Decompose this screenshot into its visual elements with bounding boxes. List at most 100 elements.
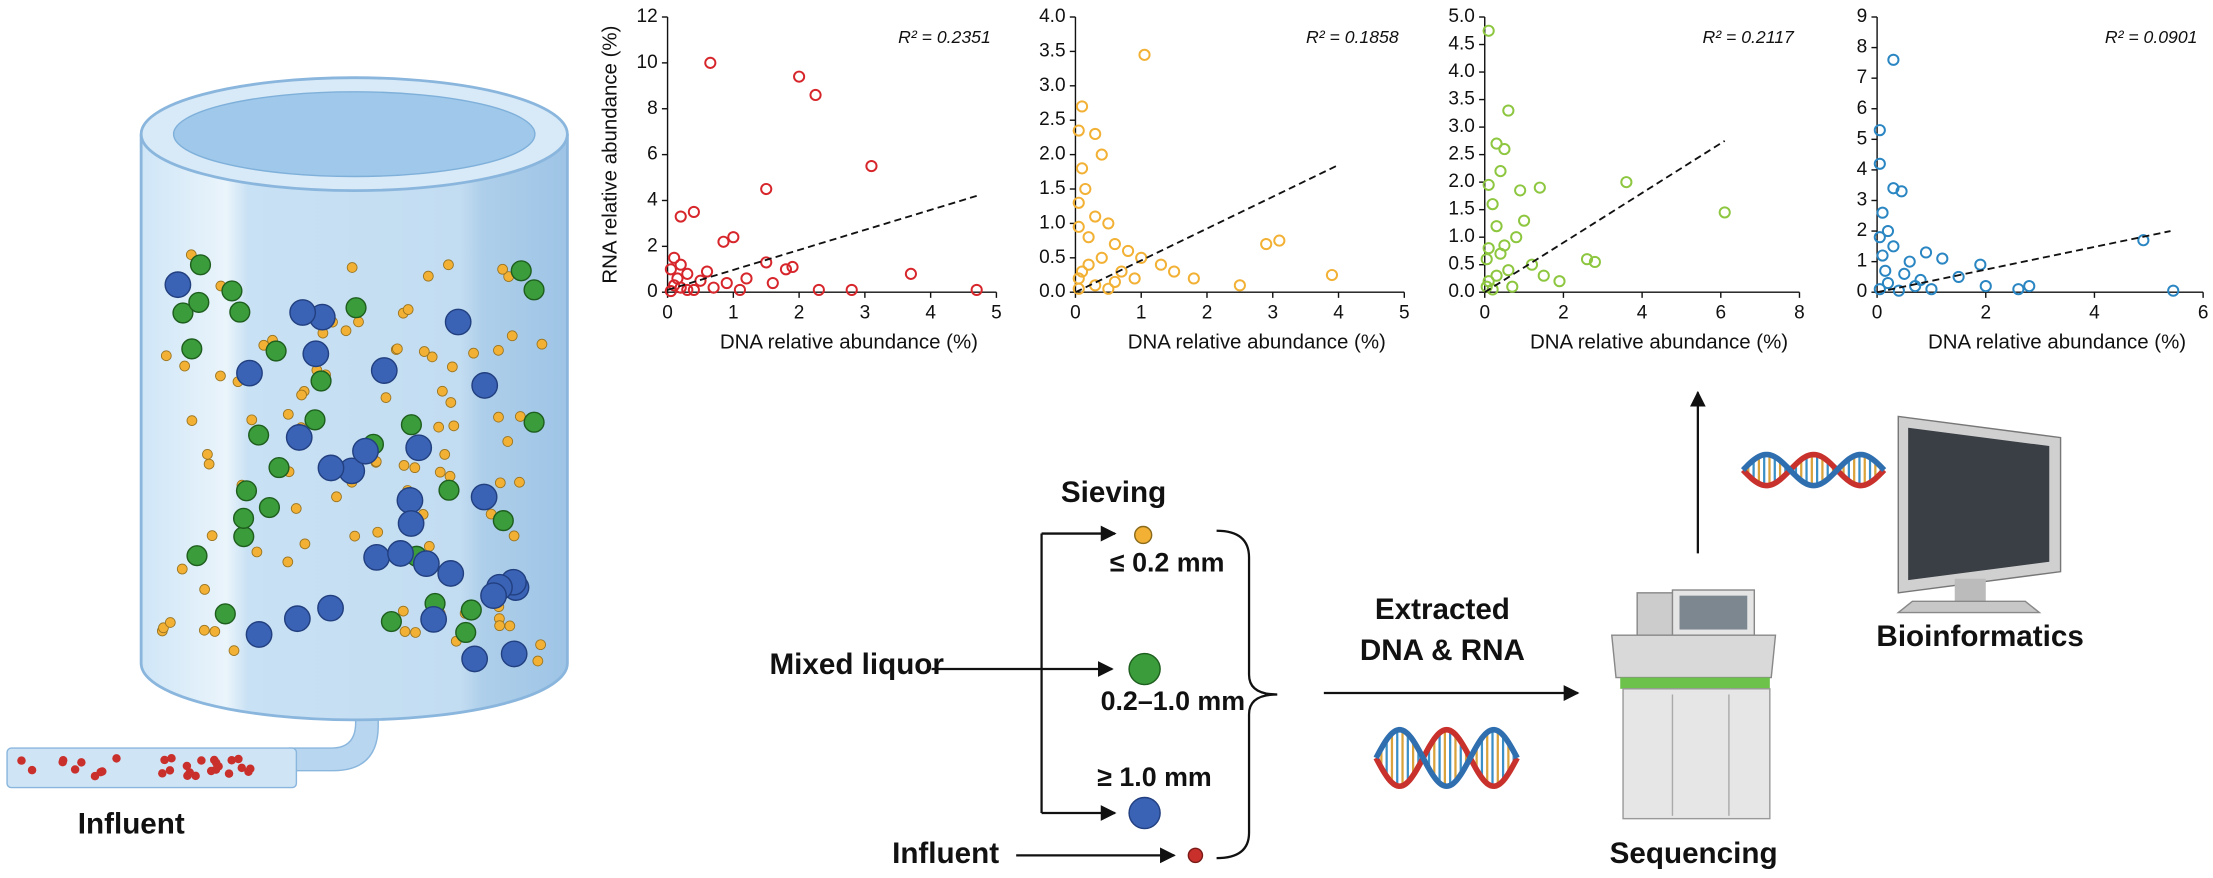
particle bbox=[197, 756, 206, 765]
data-point bbox=[1873, 124, 1886, 137]
particle bbox=[426, 351, 438, 363]
particle bbox=[493, 344, 504, 356]
particle bbox=[402, 304, 414, 315]
particles bbox=[156, 249, 548, 673]
data-point bbox=[1187, 272, 1200, 285]
data-point bbox=[1102, 217, 1115, 230]
data-point bbox=[786, 260, 799, 274]
data-point bbox=[1082, 258, 1095, 271]
particle bbox=[420, 605, 448, 633]
particle bbox=[448, 420, 460, 432]
fraction-label: ≤ 0.2 mm bbox=[1110, 548, 1225, 578]
particle bbox=[444, 308, 472, 336]
particle bbox=[443, 259, 454, 271]
particle bbox=[236, 359, 263, 387]
data-point bbox=[681, 283, 694, 296]
particle bbox=[237, 763, 247, 773]
x-tick-label: 2 bbox=[1558, 302, 1569, 323]
y-tick-label: 8 bbox=[647, 98, 658, 119]
y-tick-label: 3.0 bbox=[1448, 116, 1474, 137]
particle bbox=[164, 617, 176, 628]
data-point bbox=[1502, 264, 1515, 277]
data-point bbox=[1887, 240, 1900, 253]
particle bbox=[202, 449, 213, 460]
data-point bbox=[1082, 231, 1095, 244]
data-point bbox=[1486, 198, 1499, 211]
particle bbox=[380, 392, 392, 403]
data-point bbox=[674, 210, 687, 223]
particle bbox=[317, 594, 344, 622]
data-point bbox=[1089, 127, 1102, 141]
y-axis-title: RNA relative abundance (%) bbox=[599, 26, 622, 284]
x-tick-label: 3 bbox=[1267, 302, 1278, 323]
particle bbox=[214, 603, 236, 625]
sieving-flow bbox=[931, 390, 1706, 864]
data-point bbox=[1108, 237, 1121, 251]
particle bbox=[468, 347, 479, 359]
data-point bbox=[1128, 272, 1141, 285]
mixed-liquor-label: Mixed liquor bbox=[769, 648, 944, 681]
data-point bbox=[2137, 234, 2150, 247]
data-point bbox=[1072, 282, 1085, 295]
data-point bbox=[1482, 178, 1495, 191]
data-point bbox=[740, 272, 753, 285]
particle bbox=[310, 370, 332, 392]
particle bbox=[508, 530, 520, 542]
y-tick-label: 0.0 bbox=[1039, 281, 1065, 302]
data-point bbox=[1095, 251, 1108, 264]
scatter-chart: 0.0 0.5 1.0 1.5 2.0 2.5 3.0 3.5 4.0 0 1 2 3 4 5 R² = 0.… bbox=[1039, 6, 1410, 353]
particle bbox=[423, 541, 435, 552]
y-tick-label: 6 bbox=[1857, 98, 1868, 119]
data-point bbox=[2012, 283, 2025, 296]
particle bbox=[268, 457, 290, 479]
extracted-label: DNA & RNA bbox=[1360, 634, 1525, 667]
particle bbox=[158, 769, 167, 778]
particle bbox=[221, 280, 243, 302]
sieving-label: Sieving bbox=[1061, 476, 1166, 509]
particle bbox=[209, 626, 221, 637]
particle bbox=[506, 330, 518, 342]
x-tick-label: 2 bbox=[1980, 302, 1991, 323]
x-tick-label: 1 bbox=[728, 302, 739, 323]
particle bbox=[331, 491, 342, 503]
data-point bbox=[1168, 265, 1181, 278]
particle bbox=[245, 621, 273, 648]
data-point bbox=[1502, 104, 1515, 117]
data-point bbox=[1121, 244, 1135, 258]
data-point bbox=[664, 285, 677, 298]
particle bbox=[439, 449, 451, 460]
data-point bbox=[1072, 196, 1085, 209]
y-tick-label: 2.0 bbox=[1039, 144, 1065, 165]
particle bbox=[434, 466, 446, 478]
dna-helix bbox=[1740, 451, 1887, 489]
particle bbox=[112, 754, 121, 763]
y-tick-label: 1.5 bbox=[1039, 178, 1065, 199]
particle bbox=[172, 302, 194, 324]
particle bbox=[535, 639, 546, 651]
helix-strand bbox=[1740, 451, 1887, 489]
data-point bbox=[1952, 270, 1965, 283]
data-point bbox=[1510, 231, 1523, 244]
x-tick-label: 4 bbox=[1637, 302, 1648, 323]
particle bbox=[181, 338, 203, 360]
data-point bbox=[1273, 234, 1286, 247]
data-point bbox=[687, 205, 700, 219]
y-tick-label: 3 bbox=[1857, 190, 1868, 211]
particle bbox=[410, 627, 421, 638]
x-tick-label: 5 bbox=[1399, 302, 1410, 323]
data-point bbox=[812, 283, 825, 296]
sequencer bbox=[1610, 589, 1777, 820]
x-tick-label: 5 bbox=[991, 302, 1002, 323]
particle bbox=[199, 584, 210, 595]
y-tick-label: 5 bbox=[1857, 128, 1868, 149]
data-point bbox=[1588, 255, 1601, 269]
data-point bbox=[1580, 253, 1594, 266]
y-tick-label: 10 bbox=[637, 52, 658, 73]
particle bbox=[523, 279, 545, 301]
y-tick-label: 4 bbox=[1857, 159, 1868, 180]
particle bbox=[176, 563, 188, 575]
data-point bbox=[1553, 275, 1566, 288]
influent-particle bbox=[1187, 847, 1204, 864]
x-axis-title: DNA relative abundance (%) bbox=[1128, 330, 1386, 353]
data-point bbox=[717, 235, 730, 248]
